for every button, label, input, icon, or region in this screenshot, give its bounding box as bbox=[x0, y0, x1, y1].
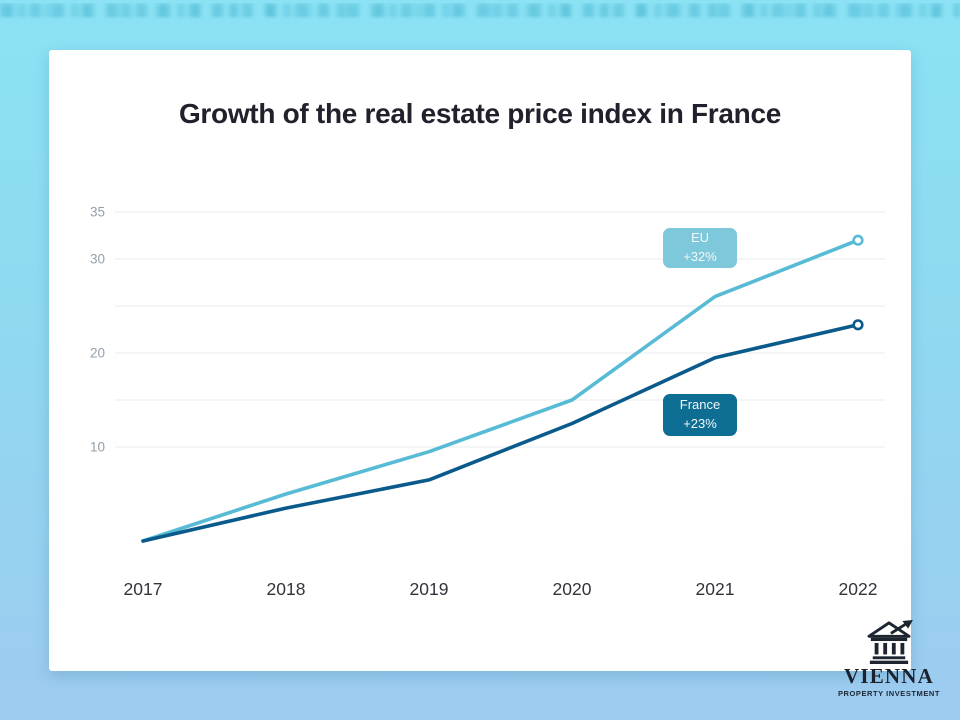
chart-title: Growth of the real estate price index in… bbox=[178, 98, 782, 129]
x-tick-label: 2020 bbox=[553, 579, 592, 599]
chart-canvas: 10 20 30 35 2017 2018 2019 2020 2021 2022 bbox=[90, 205, 885, 599]
logo-tagline: PROPERTY INVESTMENT bbox=[838, 689, 940, 698]
y-tick-label: 30 bbox=[90, 252, 105, 267]
logo-brand: VIENNA bbox=[843, 664, 935, 688]
series-line-eu bbox=[141, 238, 860, 543]
watermark-band bbox=[0, 3, 960, 20]
chart-card: Growth of the real estate price index in… bbox=[49, 50, 911, 671]
callout-eu: EU +32% bbox=[663, 228, 737, 268]
end-marker-france bbox=[852, 319, 864, 331]
x-tick-label: 2022 bbox=[839, 579, 878, 599]
callout-france: France +23% bbox=[663, 394, 737, 436]
x-tick-label: 2017 bbox=[124, 579, 163, 599]
x-tick-label: 2019 bbox=[410, 579, 449, 599]
callout-eu-growth: +32% bbox=[683, 249, 717, 264]
x-tick-label: 2021 bbox=[696, 579, 735, 599]
brand-logo: VIENNA PROPERTY INVESTMENT bbox=[836, 620, 942, 698]
end-marker-eu bbox=[852, 234, 864, 246]
callout-france-growth: +23% bbox=[683, 416, 717, 431]
building-arrow-icon bbox=[867, 620, 913, 664]
callout-eu-name: EU bbox=[690, 230, 710, 246]
callout-france-name: France bbox=[679, 397, 721, 413]
y-tick-label: 10 bbox=[90, 440, 105, 455]
x-tick-label: 2018 bbox=[267, 579, 306, 599]
y-tick-label: 35 bbox=[90, 205, 105, 220]
y-tick-label: 20 bbox=[90, 346, 105, 361]
series-line-france bbox=[141, 322, 860, 543]
